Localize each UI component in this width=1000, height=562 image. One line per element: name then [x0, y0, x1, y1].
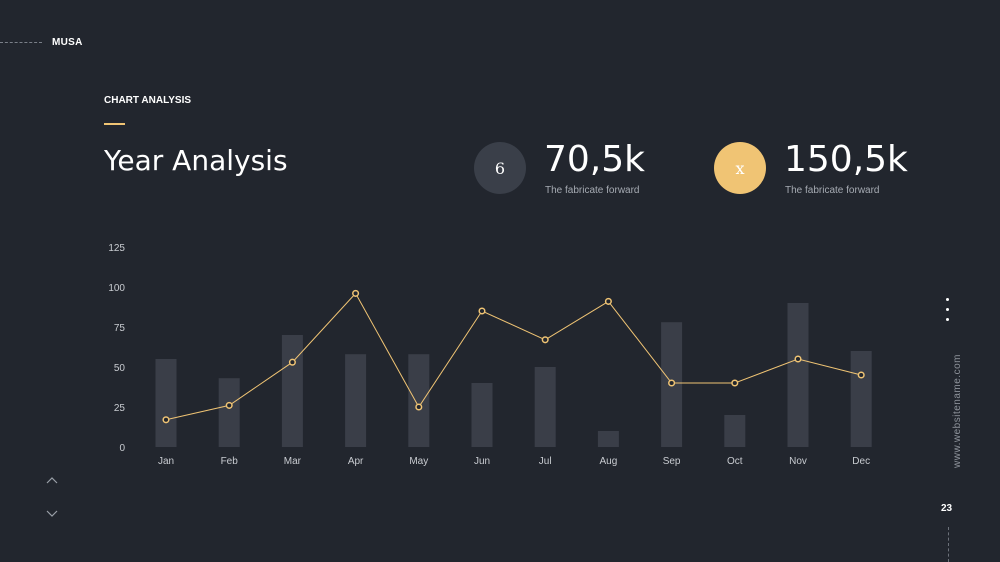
line-point-dec	[857, 371, 865, 379]
x-tick-label: Mar	[284, 456, 302, 467]
line-point-jul	[541, 336, 549, 344]
section-label: CHART ANALYSIS	[104, 95, 192, 106]
x-tick-label: Jun	[474, 456, 490, 467]
accent-underline	[104, 123, 125, 125]
bar-apr	[345, 354, 367, 447]
y-tick-label: 50	[114, 363, 126, 374]
line-point-mar	[288, 358, 296, 366]
bar-jan	[155, 359, 177, 447]
kpi-1-icon: 6	[474, 142, 526, 194]
line-point-jun	[478, 307, 486, 315]
bar-jun	[471, 383, 493, 447]
bar-nov	[787, 303, 809, 447]
y-tick-label: 100	[108, 283, 125, 294]
kpi-2-value: 150,5k	[784, 139, 908, 180]
x-tick-label: Feb	[221, 456, 239, 467]
kpi-2-icon: x	[714, 142, 766, 194]
bar-oct	[724, 415, 746, 447]
kpi-1-value: 70,5k	[544, 139, 646, 180]
x-tick-label: Nov	[789, 456, 807, 467]
line-point-oct	[731, 379, 739, 387]
x-tick-label: Aug	[600, 456, 618, 467]
bar-aug	[597, 431, 619, 447]
bar-mar	[281, 335, 303, 447]
kpi-1-caption: The fabricate forward	[545, 185, 640, 196]
x-tick-label: May	[409, 456, 428, 467]
line-point-may	[415, 403, 423, 411]
page-title: Year Analysis	[104, 144, 288, 177]
y-tick-label: 25	[114, 403, 126, 414]
line-point-nov	[794, 355, 802, 363]
x-tick-label: Apr	[348, 456, 364, 467]
more-menu-icon[interactable]	[946, 298, 950, 328]
brand-name: MUSA	[52, 37, 83, 48]
y-tick-label: 125	[108, 243, 125, 254]
bar-jul	[534, 367, 556, 447]
bar-dec	[850, 351, 872, 447]
page-dashed-line	[948, 527, 949, 562]
x-tick-label: Dec	[852, 456, 870, 467]
y-tick-label: 0	[119, 443, 125, 454]
page-number: 23	[941, 503, 953, 514]
y-tick-label: 75	[114, 323, 126, 334]
kpi-2-caption: The fabricate forward	[785, 185, 880, 196]
brand-dashed-line	[0, 42, 42, 43]
line-point-aug	[604, 297, 612, 305]
bar-may	[408, 354, 430, 447]
line-point-jan	[162, 416, 170, 424]
x-tick-label: Jul	[539, 456, 552, 467]
bar-feb	[218, 378, 240, 447]
x-tick-label: Sep	[663, 456, 681, 467]
line-point-feb	[225, 401, 233, 409]
line-point-sep	[668, 379, 676, 387]
website-url: www.websitename.com	[952, 354, 963, 468]
line-series	[165, 292, 862, 421]
chevron-down-icon[interactable]	[46, 508, 60, 520]
line-point-apr	[352, 289, 360, 297]
x-tick-label: Jan	[158, 456, 174, 467]
chevron-up-icon[interactable]	[46, 474, 60, 486]
x-tick-label: Oct	[727, 456, 743, 467]
